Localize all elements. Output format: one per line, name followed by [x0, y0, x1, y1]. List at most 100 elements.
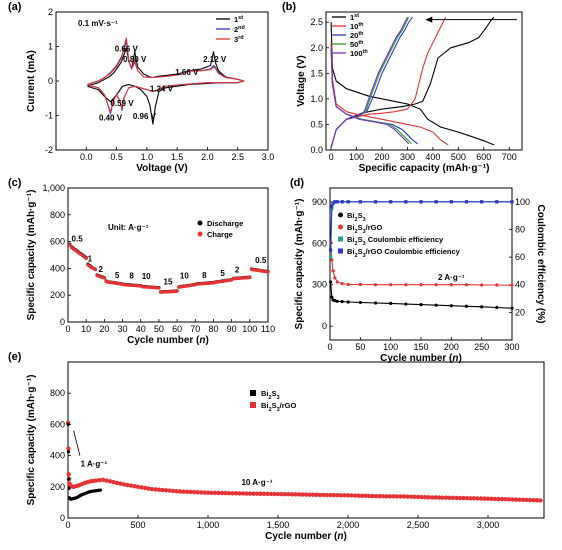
y-tick-label: 1.5	[310, 68, 323, 78]
x-label-text: Cycle number (	[265, 531, 338, 542]
formula-text: S	[272, 389, 277, 398]
rgo-point	[349, 493, 354, 498]
rgo-point	[429, 495, 435, 500]
x-tick-label: 0	[327, 342, 332, 352]
series-point	[495, 283, 499, 287]
series-point	[329, 255, 333, 259]
x-label-text: )	[459, 353, 462, 364]
legend-superscript: th	[358, 31, 364, 37]
x-tick-label: 50	[355, 342, 365, 352]
cv-curve-3	[87, 37, 245, 113]
series-point	[404, 200, 408, 204]
legend-text: 100	[350, 49, 363, 58]
y-tick-label: 200	[50, 290, 65, 300]
rgo-point	[275, 491, 281, 497]
y-tick-label: 2	[48, 7, 53, 17]
series-point	[358, 282, 362, 287]
y-tick-label: 1	[48, 42, 53, 52]
rgo-point	[422, 494, 428, 500]
series-point	[329, 248, 333, 252]
rgo-point	[139, 485, 144, 490]
rgo-point	[394, 494, 400, 499]
rgo-point	[181, 489, 186, 494]
x-tick-label: 0.5	[110, 152, 123, 162]
y-axis-label: Current (mA)	[26, 50, 37, 112]
rate-label: 10	[142, 272, 151, 281]
y-right-axis-label: Coulombic efficiency (%)	[535, 205, 546, 324]
rgo-point	[212, 490, 218, 496]
formula-subscript: 2	[355, 253, 358, 259]
rgo-point	[188, 489, 193, 495]
rgo-point	[261, 491, 267, 497]
rgo-point	[135, 484, 141, 489]
x-label-text: )	[206, 335, 209, 346]
x-tick-label: 1.0	[141, 152, 154, 162]
x-tick-label: 2,000	[337, 520, 360, 530]
legend-entry: 10th	[350, 22, 364, 31]
x-tick-label: 2,500	[407, 520, 430, 530]
rgo-point	[254, 491, 260, 496]
rgo-point	[223, 490, 228, 496]
rgo-point	[335, 493, 340, 498]
y-tick-label: 0	[60, 317, 65, 327]
x-tick-label: 0	[65, 324, 70, 334]
series-point	[333, 276, 337, 280]
rgo-point	[121, 482, 127, 487]
legend-superscript: nd	[238, 25, 245, 31]
plot-frame	[67, 187, 269, 323]
legend-entry: 3rd	[234, 35, 244, 44]
formula-subscript: 3	[363, 229, 366, 235]
x-tick-label: 700	[502, 152, 517, 162]
peak-label: 0.59 V	[110, 99, 134, 108]
x-label-text: Cycle number (	[380, 353, 453, 364]
series-point	[346, 300, 350, 304]
y-axis-label: Specific capacity (mAh·g⁻¹)	[26, 190, 37, 321]
rgo-point	[111, 479, 116, 485]
rgo-point	[527, 497, 533, 503]
series-point	[404, 302, 408, 306]
x-tick-label: 1,500	[267, 520, 290, 530]
rgo-point	[132, 484, 137, 489]
rgo-point	[128, 483, 134, 488]
discharge-curve-100	[330, 47, 410, 145]
rgo-point	[230, 491, 235, 496]
panel-label: (e)	[8, 351, 22, 363]
rgo-point	[146, 486, 151, 491]
legend-marker	[197, 220, 203, 226]
legend-entry: 1st	[234, 15, 243, 24]
formula-subscript: 2	[355, 217, 358, 223]
x-tick-label: 0.0	[80, 152, 93, 162]
formula-text: S	[358, 211, 363, 220]
x-tick-label: 50	[154, 324, 164, 334]
series-point	[495, 200, 499, 204]
formula-text: /rGO	[280, 401, 297, 410]
x-axis-label: Voltage (V)	[136, 163, 187, 174]
x-tick-label: 60	[172, 324, 182, 334]
rgo-point	[314, 492, 319, 498]
y-axis-label: Specific capacity (mAh·g⁻¹)	[26, 375, 37, 506]
rgo-point	[174, 488, 179, 494]
series-point	[480, 283, 484, 287]
rgo-point	[300, 492, 305, 497]
formula-text: Bi	[347, 223, 355, 232]
x-tick-label: 200	[444, 342, 459, 352]
rgo-point	[356, 493, 361, 498]
x-tick-label: 300	[400, 152, 415, 162]
charge-point	[102, 276, 107, 280]
formula-subscript: 3	[277, 395, 280, 401]
x-tick-label: 70	[190, 324, 200, 334]
rgo-point	[156, 487, 162, 492]
series-point	[346, 282, 350, 287]
x-tick-label: 100	[242, 324, 257, 334]
rgo-point	[426, 495, 431, 500]
rgo-point	[408, 494, 414, 499]
rgo-point	[268, 491, 274, 497]
x-tick-label: 100	[349, 152, 364, 162]
formula-text: Bi	[347, 235, 355, 244]
series-point	[373, 200, 378, 204]
y-tick-label: 2.5	[310, 17, 323, 27]
y-tick-label: 400	[50, 263, 65, 273]
x-label-text: Cycle number (	[127, 335, 200, 346]
formula-text: Coulombic efficiency	[366, 235, 444, 244]
